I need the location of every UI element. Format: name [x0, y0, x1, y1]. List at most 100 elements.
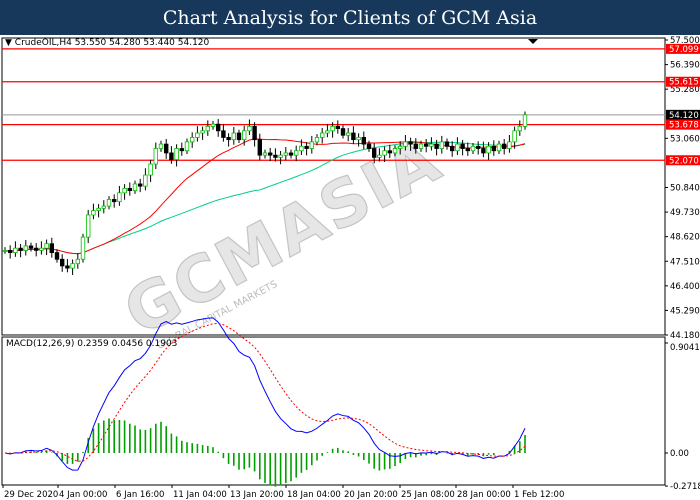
time-tick-label: 4 Jan 00:00: [59, 490, 107, 500]
candle: [195, 132, 200, 138]
price-tick-label: 47.510: [670, 257, 700, 267]
macd-tick-label: 0.9041: [670, 343, 700, 353]
candle: [439, 141, 444, 149]
candle: [522, 114, 528, 127]
time-tick-label: 29 Dec 2020: [4, 490, 58, 500]
level-badge: [666, 76, 700, 87]
candle: [460, 143, 465, 149]
candle: [86, 214, 91, 238]
candle: [278, 154, 283, 158]
price-tick-label: 53.060: [670, 134, 700, 144]
candle: [423, 143, 429, 147]
candle: [70, 263, 75, 269]
time-tick-label: 11 Jan 04:00: [173, 490, 227, 500]
price-tick-label: 57.500: [670, 36, 700, 46]
candle: [257, 139, 262, 156]
candle: [101, 205, 106, 209]
price-tick-label: 48.620: [670, 233, 700, 243]
candle: [122, 187, 127, 194]
candle: [345, 132, 351, 136]
time-tick-label: 1 Feb 12:00: [514, 490, 564, 500]
symbol-label: ▼ CrudeOIL,H4 53.550 54.280 53.440 54.12…: [5, 38, 210, 48]
candle: [236, 132, 242, 141]
candle: [267, 152, 273, 156]
candle: [330, 125, 335, 132]
candle: [117, 192, 122, 203]
candle: [2, 249, 8, 252]
level-label: 52.070: [669, 156, 699, 166]
candle: [288, 152, 294, 156]
candle: [44, 243, 49, 249]
time-tick-label: 6 Jan 16:00: [116, 490, 164, 500]
candle: [382, 150, 387, 156]
candle: [325, 130, 330, 134]
candle: [179, 148, 184, 152]
price-tick-label: 55.280: [670, 85, 700, 95]
candle: [221, 130, 226, 138]
candle: [106, 199, 112, 207]
chart-title: Chart Analysis for Clients of GCM Asia: [0, 0, 700, 35]
price-tick-label: 45.290: [670, 306, 700, 316]
candle: [148, 163, 153, 176]
price-tick-label: 49.730: [670, 208, 700, 218]
candle: [512, 130, 517, 143]
candle: [132, 183, 138, 192]
level-badge: [666, 119, 700, 130]
level-label: 57.099: [669, 45, 699, 55]
candle: [351, 132, 356, 141]
candle: [408, 141, 413, 145]
candle: [418, 143, 424, 149]
price-tick-label: 56.390: [670, 61, 700, 71]
candle: [397, 145, 403, 149]
candle: [163, 143, 169, 154]
current-price-badge: [666, 109, 700, 120]
candle: [366, 143, 372, 149]
candle: [231, 132, 236, 141]
candle: [403, 141, 408, 147]
candle: [65, 265, 70, 269]
candle: [449, 145, 455, 152]
candle: [486, 145, 491, 154]
time-tick-label: 13 Jan 20:00: [230, 490, 284, 500]
candle: [496, 143, 502, 152]
candle: [491, 145, 496, 152]
candle: [283, 152, 288, 156]
macd-tick-label: 0.00: [670, 449, 689, 459]
candle: [75, 258, 80, 265]
time-tick-label: 20 Jan 20:00: [344, 490, 398, 500]
candle: [60, 258, 65, 267]
candle: [371, 148, 377, 158]
candle: [215, 123, 221, 132]
candle: [200, 130, 205, 134]
candle: [174, 148, 179, 160]
candle: [137, 183, 143, 187]
candle: [319, 132, 325, 138]
candle: [517, 125, 522, 132]
time-tick-label: 25 Jan 08:00: [401, 490, 455, 500]
price-tick-label: 44.180: [670, 331, 700, 341]
candle: [205, 125, 210, 132]
candle: [226, 137, 231, 141]
candle: [158, 143, 164, 149]
candle: [413, 143, 418, 149]
chart-shift-icon: [528, 39, 538, 44]
candle: [49, 243, 54, 254]
macd-tick-label: -0.2718: [670, 482, 700, 492]
candle: [434, 143, 439, 149]
candle: [18, 247, 23, 251]
candle: [314, 137, 320, 143]
candle: [507, 141, 512, 149]
candle: [501, 143, 507, 149]
candle: [96, 207, 101, 211]
candle: [470, 145, 476, 152]
macd-line: [4, 317, 526, 471]
candle: [241, 130, 247, 141]
level-label: 55.615: [669, 78, 699, 88]
candle: [143, 174, 148, 187]
current-price-label: 54.120: [669, 111, 699, 121]
candle: [361, 137, 366, 145]
candle: [356, 137, 361, 141]
candle: [299, 145, 304, 152]
candle: [392, 148, 398, 154]
